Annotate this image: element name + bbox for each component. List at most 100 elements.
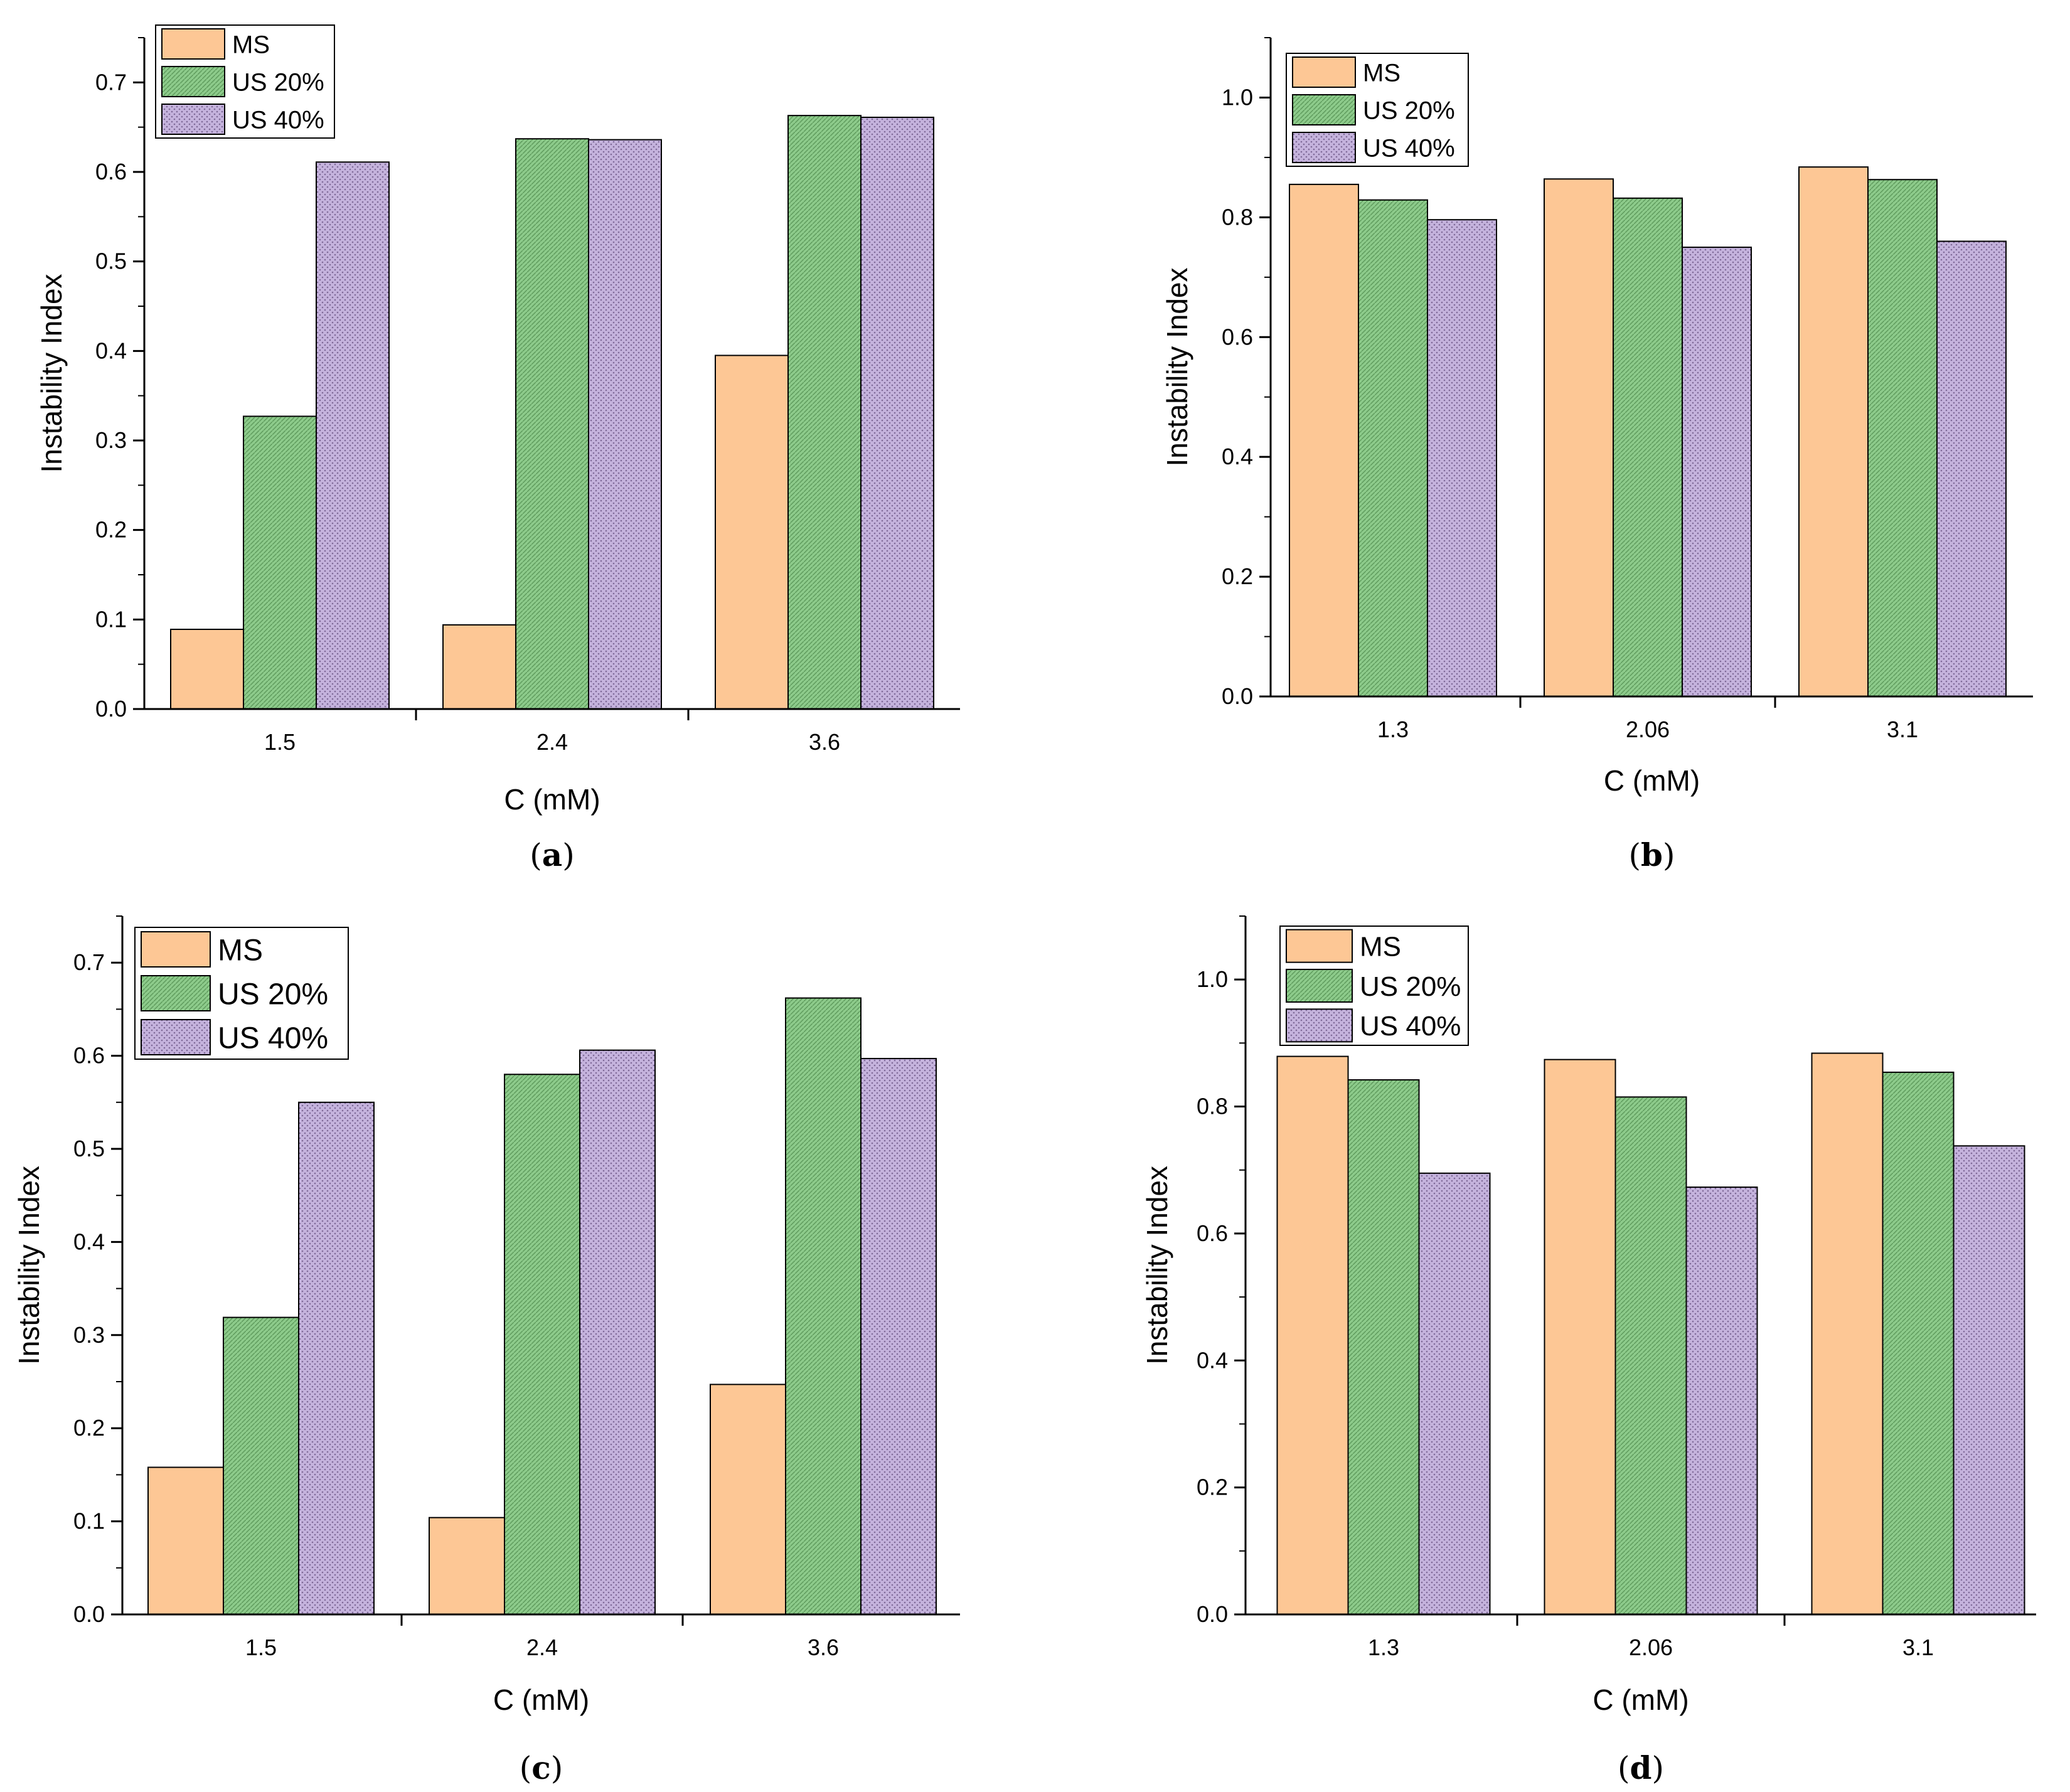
legend: MS US 20% US 40% (1279, 925, 1469, 1046)
y-tick-label: 0.8 (1222, 204, 1253, 230)
y-tick-label: 0.6 (73, 1043, 105, 1069)
y-tick-label: 0.7 (73, 949, 105, 975)
legend-label-us-40: US 40% (232, 106, 324, 134)
bar-us-20-1_3 (1347, 1079, 1420, 1615)
bar-us-20-3_6 (785, 997, 862, 1616)
y-tick-label: 0.4 (95, 338, 127, 363)
y-tick-label: 0.1 (73, 1508, 105, 1534)
legend: MS US 20% US 40% (1286, 53, 1469, 167)
x-tick-label: 1.3 (1377, 717, 1409, 742)
x-axis-title: C (mM) (493, 1683, 589, 1716)
legend-label-ms: MS (1360, 932, 1401, 963)
bar-us-40-3_1 (1936, 240, 2007, 697)
legend-label-ms: MS (1363, 59, 1400, 87)
y-tick-label: 0.0 (1222, 683, 1253, 709)
legend-swatch-ms (1286, 929, 1353, 963)
bar-us-20-3_1 (1882, 1071, 1955, 1615)
bar-ms-1_3 (1289, 183, 1359, 697)
bar-us-20-2_06 (1613, 197, 1683, 697)
bar-us-40-2_4 (588, 139, 662, 710)
bar-ms-3_6 (715, 355, 789, 710)
bar-us-40-2_4 (579, 1049, 656, 1616)
x-tick-label: 1.3 (1368, 1635, 1399, 1660)
y-tick-label: 0.4 (73, 1229, 105, 1254)
y-tick-label: 0.3 (73, 1322, 105, 1348)
bar-us-20-2_06 (1614, 1096, 1687, 1615)
bar-us-20-1_5 (243, 415, 317, 710)
x-axis-title: C (mM) (504, 783, 600, 816)
legend-label-us-20: US 20% (1363, 97, 1455, 124)
bar-ms-3_1 (1798, 166, 1869, 697)
y-axis-title: Instability Index (1161, 267, 1193, 466)
y-axis-title: Instability Index (13, 1166, 45, 1365)
y-tick-label: 0.7 (95, 69, 127, 95)
y-tick-label: 0.0 (1197, 1601, 1228, 1627)
panel-label: (c) (520, 1749, 563, 1786)
y-tick-label: 0.1 (95, 606, 127, 632)
bar-us-40-2_06 (1685, 1187, 1758, 1615)
legend-label-us-40: US 40% (218, 1021, 328, 1055)
y-tick-label: 1.0 (1197, 966, 1228, 992)
bar-ms-1_3 (1276, 1055, 1349, 1615)
panel-label: (a) (530, 836, 574, 873)
bar-ms-2_4 (442, 624, 516, 710)
y-tick-label: 0.2 (95, 517, 127, 543)
y-tick-label: 0.2 (1222, 563, 1253, 589)
chart-panel-c: 0.0 0.1 0.2 0.3 0.4 0.5 0.6 0.7 1.5 2.4 3.6 C (mM) I… (13, 915, 960, 1786)
legend-label-us-20: US 20% (232, 68, 324, 96)
bar-us-20-2_4 (504, 1074, 580, 1615)
legend-swatch-ms (141, 931, 211, 968)
bar-us-40-1_3 (1427, 219, 1497, 697)
bar-us-40-1_5 (316, 161, 390, 710)
y-tick-label: 1.0 (1222, 84, 1253, 110)
legend-label-us-20: US 20% (218, 978, 328, 1011)
x-tick-label: 2.06 (1629, 1635, 1673, 1660)
x-tick-label: 3.1 (1902, 1635, 1934, 1660)
y-tick-label: 0.5 (73, 1136, 105, 1161)
y-axis-title: Instability Index (1141, 1166, 1173, 1365)
legend-label-ms: MS (232, 31, 270, 58)
x-tick-label: 3.1 (1887, 717, 1918, 742)
x-tick-label: 1.5 (245, 1635, 277, 1660)
x-tick-label: 2.4 (526, 1635, 558, 1660)
bar-us-40-3_6 (860, 116, 934, 710)
bar-us-20-1_3 (1358, 199, 1428, 697)
legend-swatch-us-40 (141, 1019, 211, 1055)
bar-us-40-3_1 (1953, 1145, 2025, 1615)
plots-layer: 0.0 0.1 0.2 0.3 0.4 0.5 0.6 0.7 1.5 2.4 3.6 C (mM) I… (13, 24, 2036, 1786)
chart-panel-a: 0.0 0.1 0.2 0.3 0.4 0.5 0.6 0.7 1.5 2.4 3.6 C (mM) I… (35, 24, 960, 873)
bar-us-40-1_5 (298, 1101, 375, 1616)
y-tick-label: 0.2 (73, 1415, 105, 1441)
legend-swatch-us-20 (141, 975, 211, 1011)
bar-ms-2_06 (1544, 1059, 1616, 1615)
y-tick-label: 0.4 (1222, 444, 1253, 469)
y-tick-label: 0.6 (1197, 1220, 1228, 1246)
legend-swatch-us-20 (1286, 969, 1353, 1003)
chart-panel-b: 0.0 0.2 0.4 0.6 0.8 1.0 1.3 2.06 3.1 C (mM) Instab… (1161, 37, 2033, 873)
y-tick-label: 0.6 (95, 159, 127, 184)
legend-swatch-us-20 (1292, 94, 1356, 125)
legend: MS US 20% US 40% (155, 24, 335, 139)
y-tick-label: 0.0 (73, 1601, 105, 1627)
bar-ms-3_6 (710, 1384, 786, 1615)
chart-panel-d: 0.0 0.2 0.4 0.6 0.8 1.0 1.3 2.06 3.1 C (mM) Instab… (1141, 915, 2036, 1786)
legend-swatch-us-40 (161, 104, 225, 135)
legend-swatch-ms (1292, 56, 1356, 88)
panel-label: (b) (1629, 836, 1675, 873)
legend-label-us-40: US 40% (1360, 1011, 1461, 1042)
y-tick-label: 0.5 (95, 248, 127, 274)
y-tick-label: 0.6 (1222, 324, 1253, 349)
x-tick-label: 2.4 (536, 729, 568, 755)
x-tick-label: 2.06 (1626, 717, 1670, 742)
x-tick-label: 1.5 (264, 729, 296, 755)
y-tick-label: 0.8 (1197, 1094, 1228, 1119)
bar-us-40-2_06 (1682, 247, 1752, 698)
bar-us-40-3_6 (860, 1058, 937, 1615)
bar-ms-1_5 (147, 1466, 224, 1616)
x-tick-label: 3.6 (808, 1635, 839, 1660)
bar-us-20-3_1 (1867, 179, 1938, 697)
bar-us-40-1_3 (1418, 1172, 1491, 1615)
legend-swatch-us-20 (161, 66, 225, 97)
bar-ms-2_06 (1544, 178, 1614, 698)
